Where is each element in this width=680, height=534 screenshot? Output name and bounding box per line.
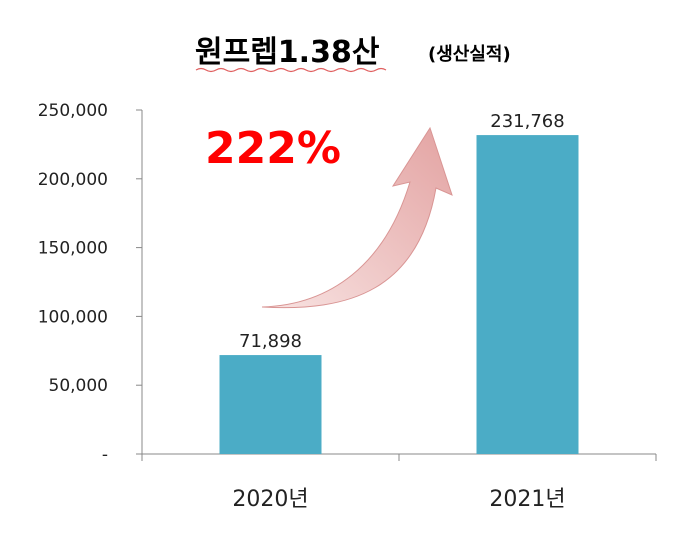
y-tick-label: -: [102, 445, 108, 465]
data-label: 71,898: [239, 331, 302, 352]
growth-annotation: 222%: [205, 123, 341, 174]
x-category-label: 2020년: [232, 487, 308, 512]
chart-subtitle: (생산실적): [428, 44, 511, 65]
y-tick-label: 50,000: [49, 376, 108, 396]
chart-title: 원프렙1.38산: [195, 35, 380, 70]
title-underline: [195, 67, 387, 73]
y-tick-label: 250,000: [38, 101, 108, 121]
bar-1: [219, 355, 322, 454]
bar-2: [476, 135, 579, 455]
y-tick-label: 150,000: [38, 239, 108, 259]
x-category-label: 2021년: [489, 487, 565, 512]
data-label: 231,768: [490, 111, 564, 132]
y-tick-label: 100,000: [38, 307, 108, 327]
growth-arrow: [261, 126, 453, 309]
y-tick-label: 200,000: [38, 170, 108, 190]
